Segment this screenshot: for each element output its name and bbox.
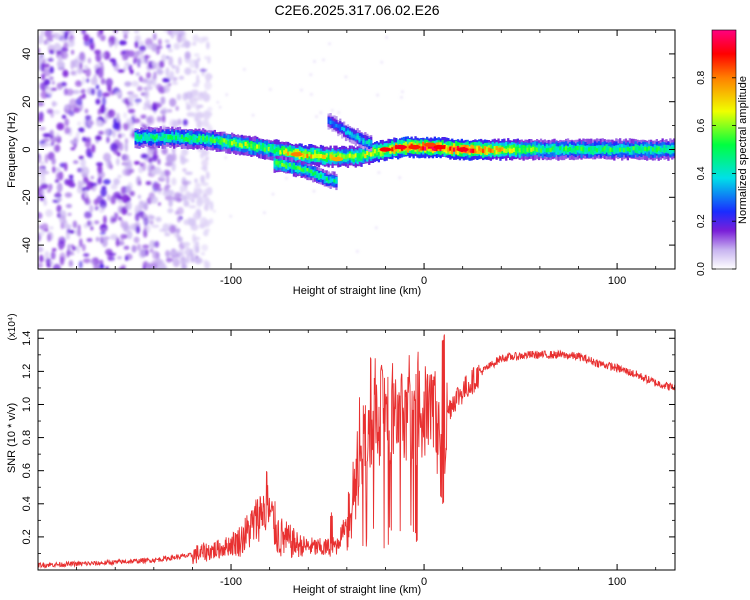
colorbar-gradient [711, 29, 737, 270]
spectrogram-xtick-label: -100 [220, 275, 242, 287]
colorbar-tick-label: 0.0 [696, 262, 707, 276]
colorbar-tick-label: 0.8 [696, 70, 707, 84]
spectrogram-ytick-label: -40 [21, 237, 33, 253]
spectrogram-upper-branch [327, 113, 373, 152]
figure-title: C2E6.2025.317.06.02.E26 [274, 2, 439, 18]
spectrogram-ytick-label: 0 [21, 146, 33, 152]
snr-xtick-label: -100 [220, 576, 242, 588]
snr-ytick-label: 0.8 [21, 430, 33, 445]
snr-ytick-label: 0.2 [21, 529, 33, 544]
colorbar-tick-label: 0.6 [696, 118, 707, 132]
snr-xlabel: Height of straight line (km) [293, 584, 421, 596]
colorbar-label: Normalized spectral amplitude [737, 76, 749, 224]
spectrogram-ylabel: Frequency (Hz) [6, 112, 18, 188]
spectrogram-ytick-label: -20 [21, 189, 33, 205]
snr-ytick-label: 1.4 [21, 331, 33, 346]
snr-ytick-label: 1.0 [21, 397, 33, 412]
spectrogram-lower-branch [273, 155, 338, 191]
colorbar: 0.0 0.2 0.4 0.6 0.8 Normalized spectral ampl… [696, 29, 749, 276]
snr-xtick-label: 0 [421, 576, 427, 588]
spectrogram-ytick-label: 20 [21, 96, 33, 108]
snr-panel: -100 0 100 0.2 0.4 0.6 0.8 1.0 1.2 1.4 (x10⁴) Hei… [6, 313, 676, 596]
spectrogram-xtick-label: 0 [421, 275, 427, 287]
snr-plot-area [38, 330, 675, 570]
snr-ylabel: SNR (10 * v/v) [6, 403, 18, 473]
colorbar-tick-label: 0.4 [696, 166, 707, 180]
snr-ytick-label: 0.6 [21, 463, 33, 478]
snr-xtick-label: 100 [608, 576, 626, 588]
snr-multiplier: (x10⁴) [7, 313, 18, 340]
snr-series-line [38, 334, 675, 569]
spectrogram-xtick-label: 100 [608, 275, 626, 287]
snr-ytick-label: 0.4 [21, 496, 33, 511]
colorbar-tick-label: 0.2 [696, 214, 707, 228]
spectrogram-hotspots [290, 142, 469, 162]
spectrogram-xlabel: Height of straight line (km) [293, 285, 421, 297]
spectrogram-ytick-label: 40 [21, 48, 33, 60]
spectrogram-main-trace [134, 126, 675, 168]
snr-ytick-label: 1.2 [21, 364, 33, 379]
spectrogram-panel: -100 0 100 -40 -20 0 20 40 Height of straight l… [6, 29, 676, 297]
